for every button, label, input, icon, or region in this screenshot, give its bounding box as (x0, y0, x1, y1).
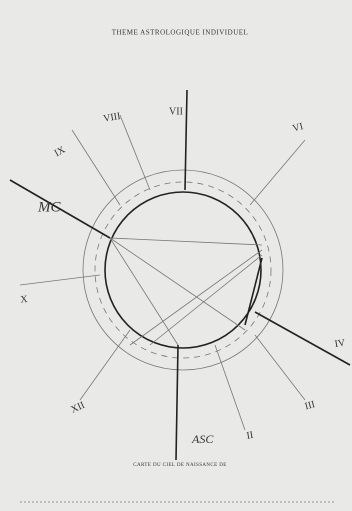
cusp (214, 344, 246, 431)
aspect (109, 237, 246, 331)
cusp (71, 129, 121, 206)
house-label: III (304, 399, 317, 412)
house-label: XII (69, 400, 86, 416)
aspect (244, 257, 263, 326)
caption: CARTE DU CIEL DE NAISSANCE DE (133, 463, 226, 468)
mc-label: MC (37, 199, 61, 215)
ic-line (254, 311, 351, 366)
aspect (149, 254, 263, 346)
aspect (109, 237, 179, 346)
sign-ring (94, 181, 272, 359)
cusp (79, 329, 131, 401)
house-label: VI (291, 121, 304, 134)
desc-line (184, 89, 188, 191)
inner-ring (104, 191, 262, 349)
wheel (9, 89, 351, 461)
asc-line (175, 344, 179, 461)
house-label: II (246, 430, 254, 442)
title: THEME ASTROLOGIQUE INDIVIDUEL (112, 29, 249, 37)
cusp (19, 274, 101, 286)
house-label: VII (169, 106, 183, 117)
mc-line (9, 179, 111, 239)
cusp (119, 114, 151, 191)
outer-ring (82, 169, 284, 371)
house-label: IV (334, 337, 347, 350)
cusp (249, 139, 306, 206)
house-label: X (20, 294, 29, 306)
house-label: VIII (103, 111, 122, 125)
asc-label: ASC (191, 432, 214, 446)
aspect (129, 249, 263, 346)
aspect (109, 237, 263, 246)
cusp (254, 334, 306, 401)
